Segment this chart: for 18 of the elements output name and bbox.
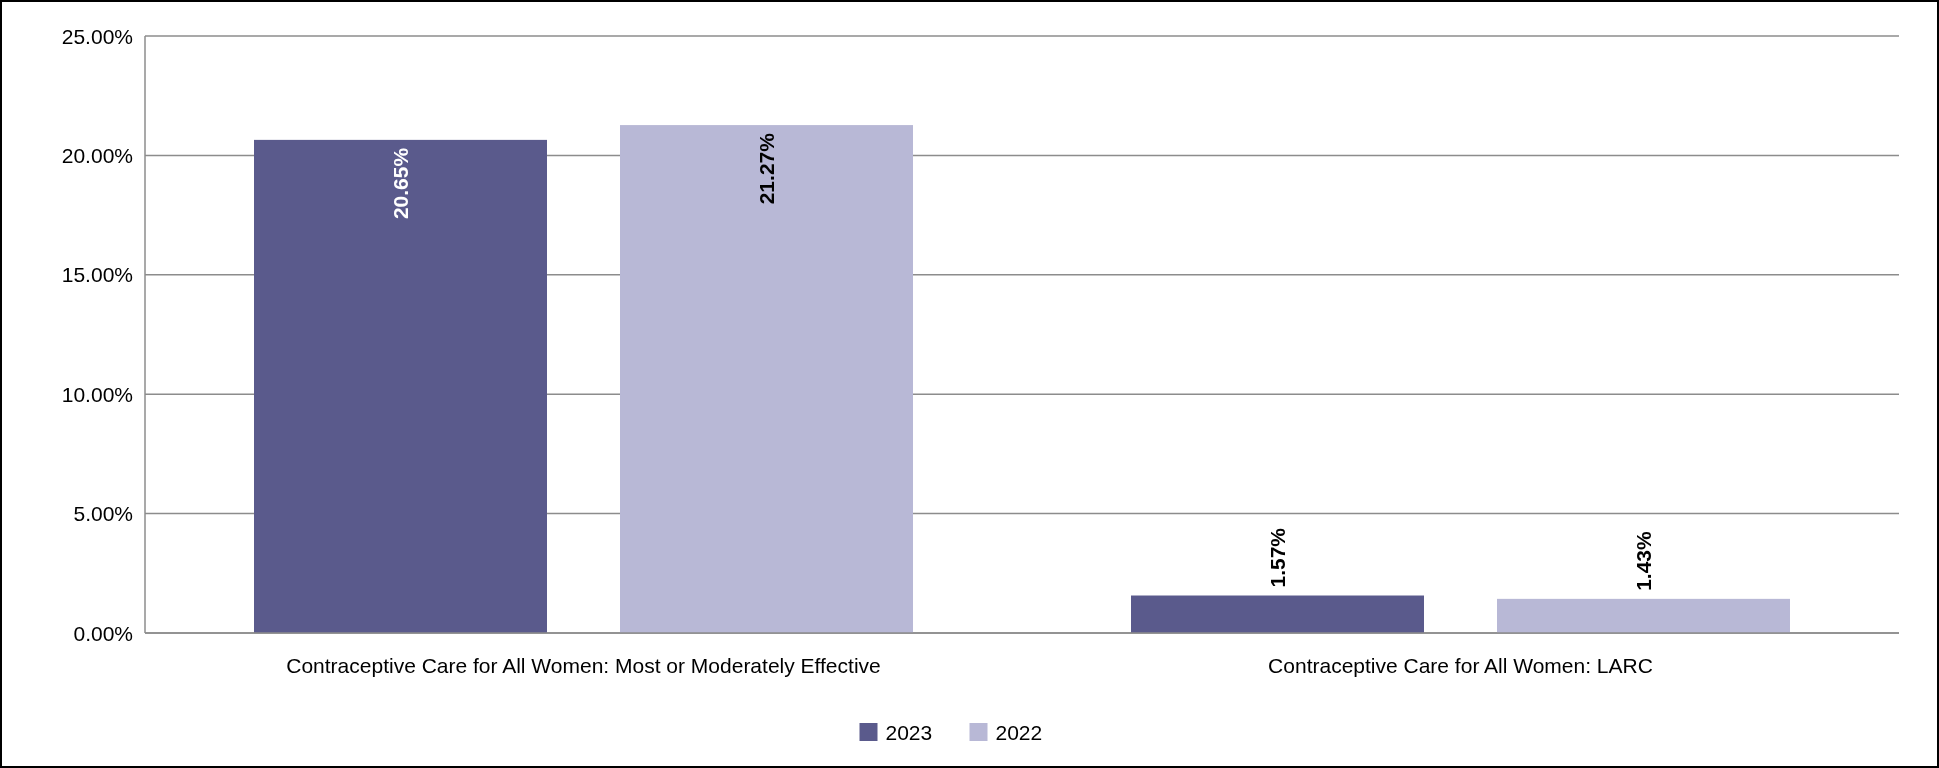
bar — [254, 139, 547, 633]
bar — [1497, 598, 1790, 633]
legend-label: 2022 — [995, 720, 1043, 744]
data-label: 20.65% — [389, 147, 412, 220]
y-tick-label: 20.00% — [61, 143, 133, 167]
data-label: 21.27% — [755, 132, 778, 205]
y-tick-label: 10.00% — [61, 382, 133, 406]
data-label: 1.57% — [1266, 527, 1289, 588]
x-tick-label: Contraceptive Care for All Women: Most or Moderately Effective — [286, 654, 881, 677]
bar — [1131, 595, 1424, 633]
data-label: 1.43% — [1632, 530, 1655, 591]
bar — [620, 125, 913, 633]
x-tick-label: Contraceptive Care for All Women: LARC — [1268, 654, 1653, 677]
y-tick-label: 5.00% — [73, 502, 133, 526]
legend-label: 2023 — [885, 720, 933, 744]
y-tick-label: 25.00% — [61, 24, 133, 48]
y-tick-label: 0.00% — [73, 621, 133, 645]
y-tick-label: 15.00% — [61, 263, 133, 287]
